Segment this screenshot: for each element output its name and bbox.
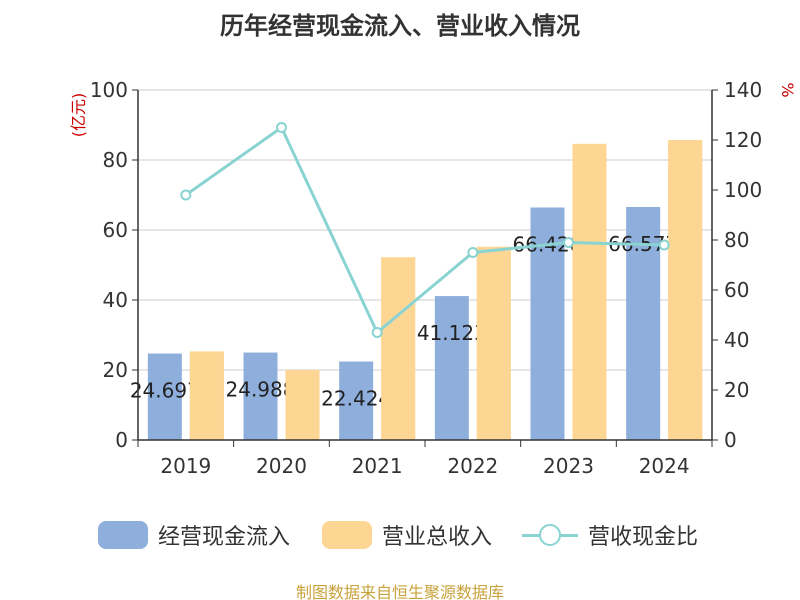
y-tick-label-right: 20 xyxy=(724,378,749,402)
x-tick-label: 2023 xyxy=(543,454,594,478)
y-tick-label-left: 20 xyxy=(103,358,128,382)
y-tick-label-left: 60 xyxy=(103,218,128,242)
legend-label-revenue: 营业总收入 xyxy=(382,525,493,550)
y-tick-label-right: 140 xyxy=(724,78,762,102)
x-tick-label: 2020 xyxy=(256,454,307,478)
point-ratio xyxy=(563,237,574,248)
y-tick-label-right: 0 xyxy=(724,428,737,452)
legend: 经营现金流入 营业总收入 营收现金比 xyxy=(0,515,800,555)
legend-label-ratio: 营收现金比 xyxy=(588,525,699,550)
y-tick-label-right: 40 xyxy=(724,328,749,352)
legend-item-cash-inflow[interactable]: 经营现金流入 xyxy=(98,515,290,555)
bar-revenue-overlay xyxy=(381,257,416,440)
bar-revenue-overlay xyxy=(572,143,607,440)
y-tick-label-left: 40 xyxy=(103,288,128,312)
legend-item-revenue[interactable]: 营业总收入 xyxy=(322,515,492,555)
data-label: 41.123 xyxy=(417,321,487,345)
point-ratio xyxy=(658,239,670,251)
y-tick-label-left: 100 xyxy=(90,78,128,102)
line-ratio xyxy=(184,125,665,335)
x-tick-label: 2019 xyxy=(160,454,211,478)
bar-cash-inflow xyxy=(339,361,374,440)
bar-revenue-overlay xyxy=(285,370,320,440)
legend-swatch-revenue xyxy=(322,521,372,549)
point-ratio xyxy=(371,327,383,338)
legend-swatch-ratio xyxy=(522,521,578,549)
point-ratio xyxy=(467,247,479,258)
x-tick-label: 2024 xyxy=(639,454,690,478)
bar-revenue-overlay xyxy=(189,351,224,440)
x-tick-label: 2021 xyxy=(352,454,403,478)
source-note: 制图数据来自恒生聚源数据库 xyxy=(295,583,504,600)
y-tick-label-right: 120 xyxy=(724,128,762,152)
y-tick-label-left: 80 xyxy=(103,148,128,172)
legend-label-cash-inflow: 经营现金流入 xyxy=(158,525,291,550)
y-tick-label-right: 100 xyxy=(724,178,762,202)
bar-revenue-overlay xyxy=(668,140,703,441)
y-tick-label-right: 80 xyxy=(724,228,749,252)
y-tick-label-left: 0 xyxy=(115,428,128,452)
bar-cash-inflow xyxy=(243,352,278,440)
bar-cash-inflow xyxy=(434,296,469,440)
data-label: 22.424 xyxy=(321,387,391,411)
point-ratio xyxy=(180,189,192,201)
legend-swatch-cash-inflow xyxy=(98,521,148,549)
data-label: 24.988 xyxy=(226,378,296,402)
y-axis-right-unit: % xyxy=(778,82,797,97)
bar-revenue-overlay xyxy=(476,246,511,440)
point-ratio xyxy=(276,122,287,133)
bar-cash-inflow xyxy=(147,353,182,440)
data-label: 24.697 xyxy=(130,379,200,403)
y-axis-left-unit: (亿元) xyxy=(69,93,88,138)
y-tick-label-right: 60 xyxy=(724,278,749,302)
chart-title: 历年经营现金流入、营业收入情况 xyxy=(220,12,580,40)
legend-item-ratio[interactable]: 营收现金比 xyxy=(522,515,698,555)
x-tick-label: 2022 xyxy=(447,454,498,478)
